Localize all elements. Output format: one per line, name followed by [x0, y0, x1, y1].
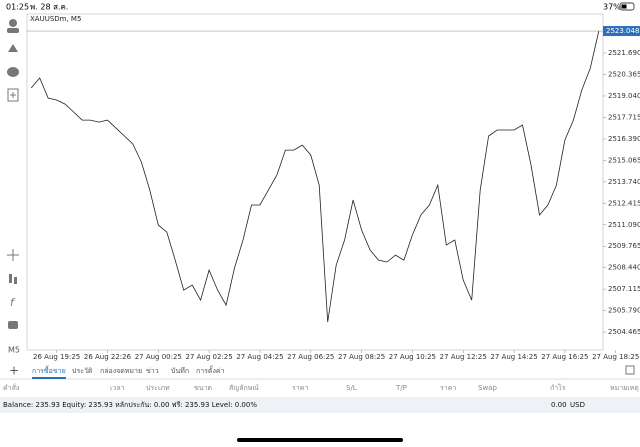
column-header[interactable]: ขนาด [194, 384, 212, 392]
balance-row [0, 397, 640, 413]
y-tick-label: 2508.440 [608, 264, 640, 272]
battery-level [621, 4, 627, 9]
status-date: พ. 28 ส.ค. [30, 3, 68, 12]
active-tab-underline [32, 377, 66, 379]
column-header[interactable]: ราคา [440, 384, 456, 392]
timeframe[interactable]: M5 [8, 346, 20, 355]
add-button[interactable]: + [9, 364, 19, 378]
x-tick-label: 27 Aug 08:25 [338, 353, 385, 361]
y-tick-label: 2507.115 [608, 285, 640, 293]
candle-icon[interactable] [9, 274, 12, 283]
indicator-icon[interactable]: f [10, 296, 16, 309]
x-tick-label: 27 Aug 14:25 [490, 353, 537, 361]
y-tick-label: 2504.465 [608, 328, 640, 336]
trade-icon[interactable] [8, 44, 18, 52]
y-tick-label: 2517.715 [608, 113, 640, 121]
x-tick-label: 27 Aug 10:25 [389, 353, 436, 361]
x-tick-label: 27 Aug 12:25 [440, 353, 487, 361]
tab[interactable]: ประวัติ [72, 367, 93, 375]
new-order-icon[interactable] [7, 88, 19, 102]
x-tick-label: 27 Aug 02:25 [186, 353, 233, 361]
plus-mark [10, 92, 16, 98]
x-tick-label: 26 Aug 22:26 [84, 353, 132, 361]
tab[interactable]: การตั้งค่า [196, 364, 225, 375]
chart-title: XAUUSDm, M5 [30, 15, 81, 23]
status-battery: 37% [603, 3, 621, 12]
y-tick-label: 2509.765 [608, 242, 640, 250]
column-header[interactable]: สัญลักษณ์ [229, 384, 259, 392]
current-price-box [603, 26, 640, 37]
account-summary: Balance: 235.93 Equity: 235.93 หลักประกั… [3, 401, 257, 409]
candle-icon-2 [14, 277, 17, 284]
column-header[interactable]: คำสั่ง [3, 383, 19, 392]
y-tick-label: 2520.365 [608, 71, 640, 79]
x-tick-label: 27 Aug 18:25 [592, 353, 639, 361]
column-header[interactable]: หมายเหตุ [610, 384, 639, 392]
account-icon-body [7, 28, 19, 33]
y-tick-label: 2513.740 [608, 178, 640, 186]
account-icon[interactable] [9, 19, 17, 27]
x-tick-label: 27 Aug 00:25 [135, 353, 182, 361]
x-tick-label: 27 Aug 16:25 [541, 353, 588, 361]
price-line [30, 30, 600, 323]
column-header[interactable]: เวลา [110, 384, 125, 392]
objects-icon[interactable] [8, 321, 18, 329]
column-header[interactable]: ประเภท [146, 384, 170, 392]
current-price-label: 2523.048 [606, 27, 639, 35]
y-tick-label: 2516.390 [608, 135, 640, 143]
profit-total: 0.00 [551, 401, 567, 409]
x-tick-label: 26 Aug 19:25 [33, 353, 80, 361]
x-tick-label: 27 Aug 04:25 [236, 353, 283, 361]
column-header[interactable]: T/P [395, 384, 407, 392]
left-toolbar: f M5 [7, 19, 20, 355]
currency: USD [570, 401, 585, 409]
tab[interactable]: การซื้อขาย [32, 364, 66, 375]
column-header[interactable]: กำไร [550, 383, 566, 392]
column-header[interactable]: S/L [346, 384, 357, 392]
y-tick-label: 2521.690 [608, 49, 640, 57]
y-tick-label: 2515.065 [608, 156, 640, 164]
y-tick-label: 2519.040 [608, 92, 640, 100]
y-tick-label: 2511.090 [608, 221, 640, 229]
home-indicator [237, 438, 403, 442]
tab[interactable]: บันทึก [171, 366, 189, 375]
column-header[interactable]: Swap [478, 384, 497, 392]
layout-icon[interactable] [625, 365, 635, 375]
status-time: 01:25 [6, 3, 29, 12]
battery-icon [619, 2, 635, 11]
y-tick-label: 2505.790 [608, 307, 640, 315]
crosshair-icon[interactable] [7, 249, 19, 261]
tab[interactable]: กล่องจดหมาย [100, 367, 142, 375]
chat-icon[interactable] [7, 67, 19, 77]
x-tick-label: 27 Aug 06:25 [287, 353, 334, 361]
y-tick-label: 2512.415 [608, 199, 640, 207]
column-header[interactable]: ราคา [292, 384, 308, 392]
tab[interactable]: ข่าว [146, 367, 159, 375]
